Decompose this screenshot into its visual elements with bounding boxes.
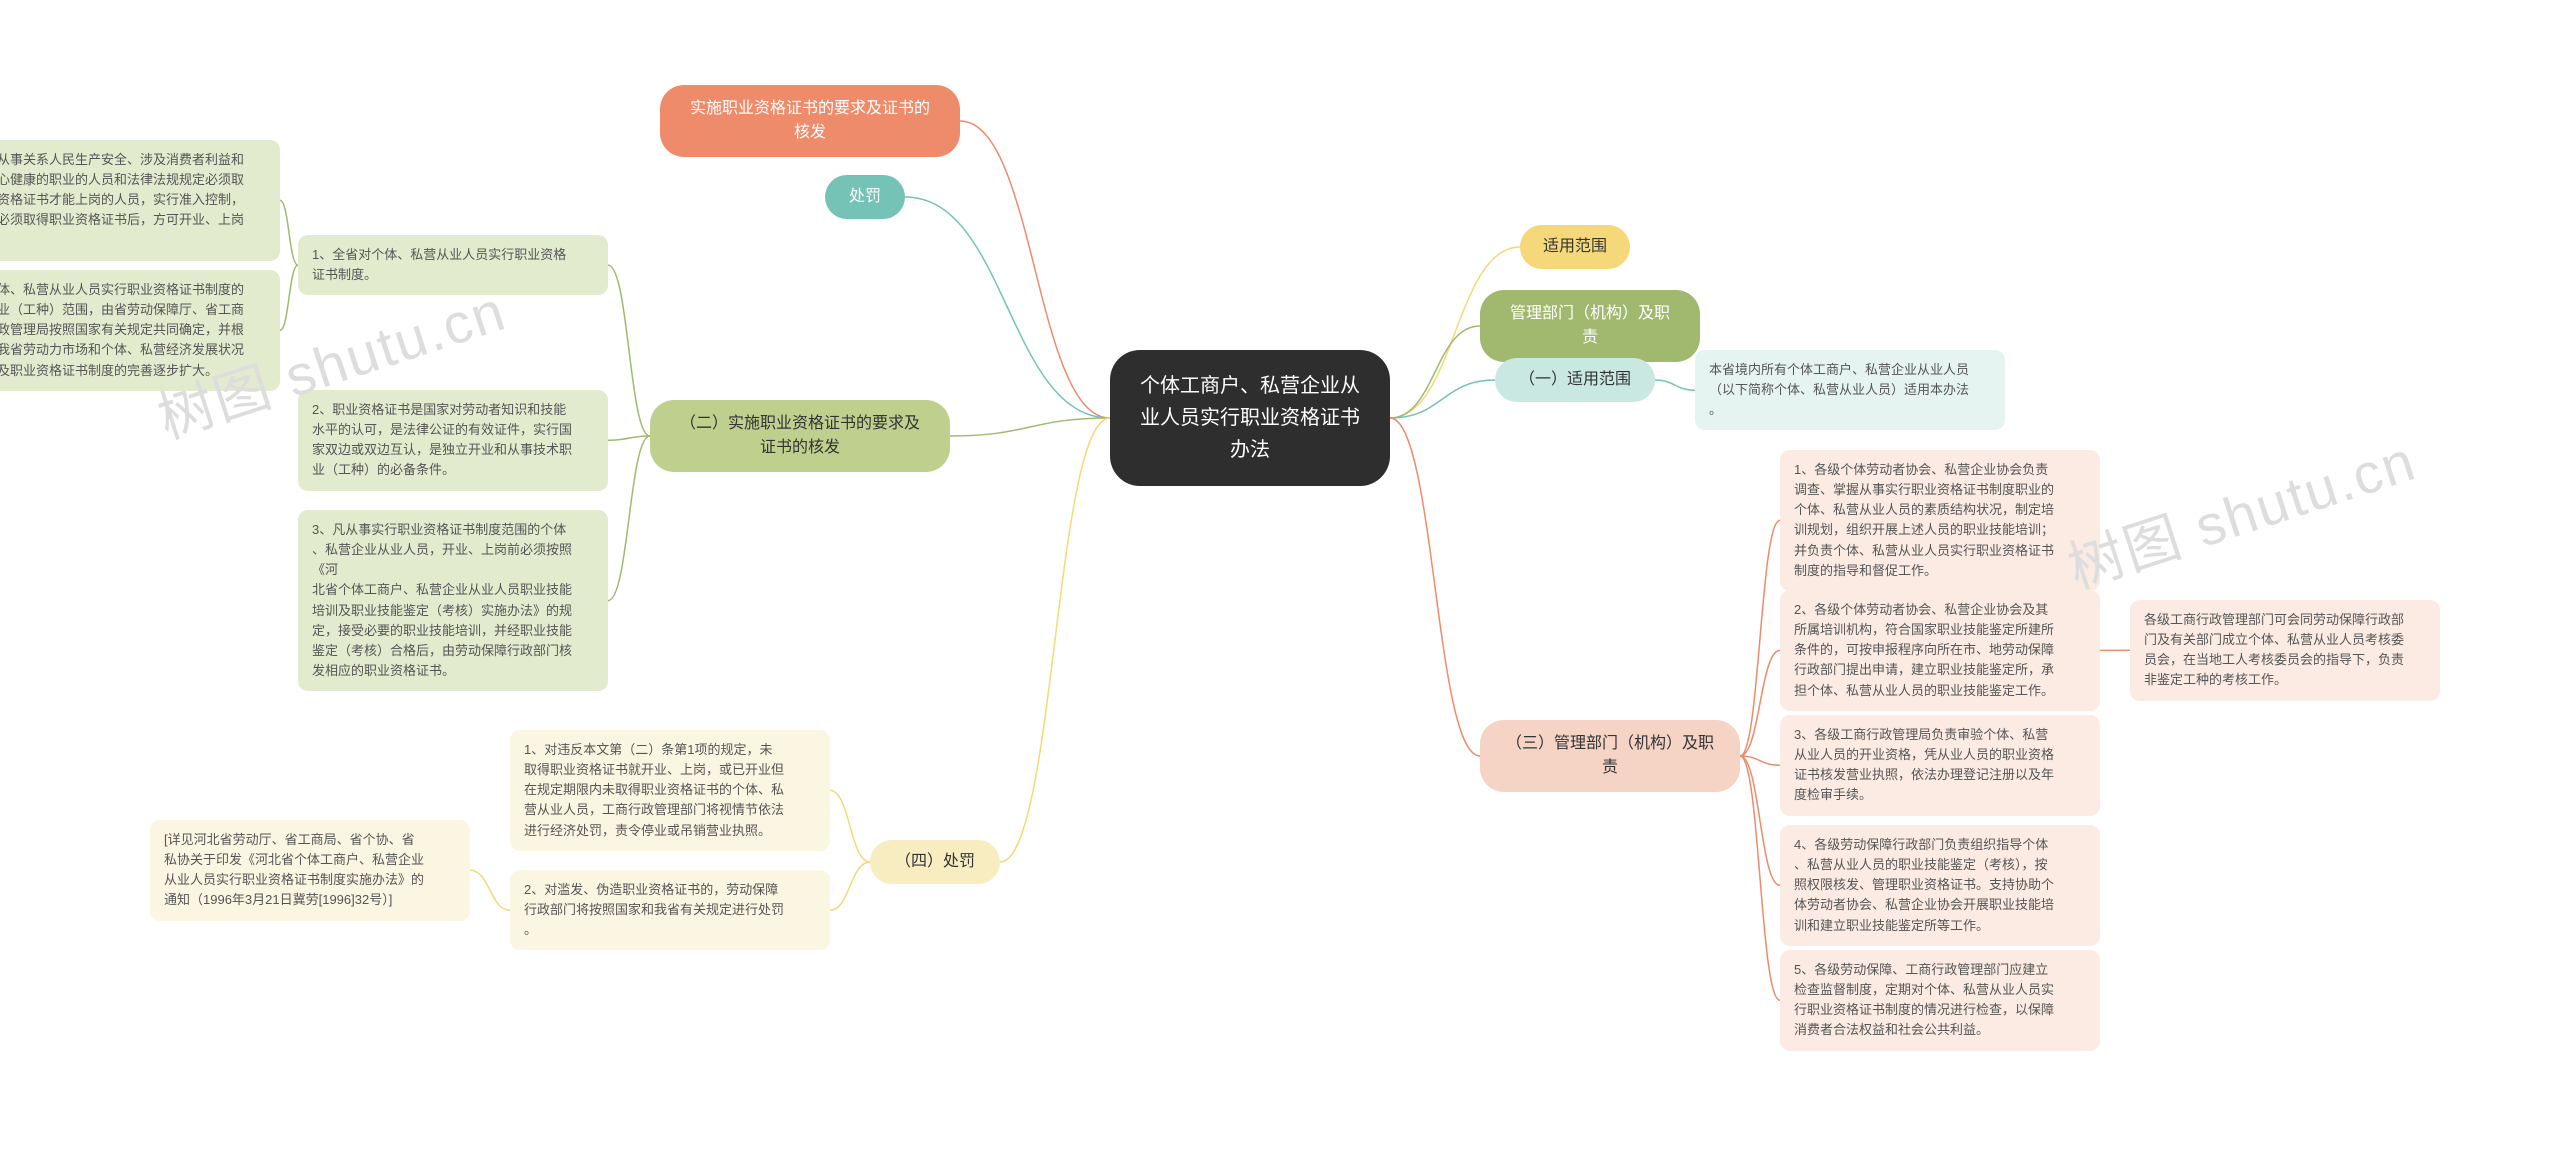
node-text: （四）处罚	[895, 853, 975, 870]
node-text: 适用范围	[1543, 238, 1607, 255]
mindmap-node-n8c: [详见河北省劳动厅、省工商局、省个协、省私协关于印发《河北省个体工商户、私营企业…	[150, 820, 470, 921]
edge	[1740, 756, 1780, 1000]
edge	[1740, 756, 1780, 885]
edge	[608, 436, 650, 601]
mindmap-node-n8: （四）处罚	[870, 840, 1000, 884]
mindmap-node-n7d: 4、各级劳动保障行政部门负责组织指导个体、私营从业人员的职业技能鉴定（考核），按…	[1780, 825, 2100, 946]
node-text: 1、各级个体劳动者协会、私营企业协会负责调查、掌握从事实行职业资格证书制度职业的…	[1794, 462, 2054, 578]
node-text: 3、各级工商行政管理局负责审验个体、私营从业人员的开业资格，凭从业人员的职业资格…	[1794, 727, 2054, 802]
edge	[1390, 380, 1495, 418]
edge	[470, 870, 510, 910]
node-text: 管理部门（机构）及职责	[1510, 305, 1670, 346]
node-text: 本省境内所有个体工商户、私营企业从业人员（以下简称个体、私营从业人员）适用本办法…	[1709, 362, 1969, 417]
edge	[1000, 418, 1110, 862]
node-text: 1、对违反本文第（二）条第1项的规定，未取得职业资格证书就开业、上岗，或已开业但…	[524, 742, 784, 838]
mindmap-node-n2: 处罚	[825, 175, 905, 219]
mindmap-node-n6a: 1、全省对个体、私营从业人员实行职业资格证书制度。	[298, 235, 608, 295]
mindmap-node-n7b1: 各级工商行政管理部门可会同劳动保障行政部门及有关部门成立个体、私营从业人员考核委…	[2130, 600, 2440, 701]
mindmap-node-n8a: 1、对违反本文第（二）条第1项的规定，未取得职业资格证书就开业、上岗，或已开业但…	[510, 730, 830, 851]
node-text: 处罚	[849, 188, 881, 205]
mindmap-node-n8b: 2、对滥发、伪造职业资格证书的，劳动保障行政部门将按照国家和我省有关规定进行处罚…	[510, 870, 830, 950]
edge	[830, 862, 870, 910]
edge	[960, 121, 1110, 418]
node-text: [详见河北省劳动厅、省工商局、省个协、省私协关于印发《河北省个体工商户、私营企业…	[164, 832, 424, 907]
mindmap-node-n6: （二）实施职业资格证书的要求及证书的核发	[650, 400, 950, 472]
mindmap-node-n5a: 本省境内所有个体工商户、私营企业从业人员（以下简称个体、私营从业人员）适用本办法…	[1695, 350, 2005, 430]
node-text: 1、全省对个体、私营从业人员实行职业资格证书制度。	[312, 247, 566, 282]
edge	[608, 265, 650, 436]
mindmap-node-n6b: 2、职业资格证书是国家对劳动者知识和技能水平的认可，是法律公证的有效证件，实行国…	[298, 390, 608, 491]
node-text: 2、职业资格证书是国家对劳动者知识和技能水平的认可，是法律公证的有效证件，实行国…	[312, 402, 572, 477]
node-text: 5、各级劳动保障、工商行政管理部门应建立检查监督制度，定期对个体、私营从业人员实…	[1794, 962, 2054, 1037]
mindmap-node-n5: （一）适用范围	[1495, 358, 1655, 402]
mindmap-node-n3: 适用范围	[1520, 225, 1630, 269]
edge	[1390, 418, 1480, 756]
edge	[1740, 650, 1780, 756]
edge	[280, 265, 298, 330]
mindmap-node-n7e: 5、各级劳动保障、工商行政管理部门应建立检查监督制度，定期对个体、私营从业人员实…	[1780, 950, 2100, 1051]
edge	[950, 418, 1110, 436]
mindmap-node-n6a2: 个体、私营从业人员实行职业资格证书制度的职业（工种）范围，由省劳动保障厅、省工商…	[0, 270, 280, 391]
mindmap-node-n1: 实施职业资格证书的要求及证书的核发	[660, 85, 960, 157]
mindmap-node-n7b: 2、各级个体劳动者协会、私营企业协会及其所属培训机构，符合国家职业技能鉴定所建所…	[1780, 590, 2100, 711]
center-title: 个体工商户、私营企业从业人员实行职业资格证书办法	[1140, 375, 1360, 461]
node-text: 4、各级劳动保障行政部门负责组织指导个体、私营从业人员的职业技能鉴定（考核），按…	[1794, 837, 2054, 933]
watermark: 树图 shutu.cn	[2056, 416, 2425, 605]
node-text: 对从事关系人民生产安全、涉及消费者利益和身心健康的职业的人员和法律法规规定必须取…	[0, 152, 244, 248]
center-node: 个体工商户、私营企业从业人员实行职业资格证书办法	[1110, 350, 1390, 486]
mindmap-node-n7c: 3、各级工商行政管理局负责审验个体、私营从业人员的开业资格，凭从业人员的职业资格…	[1780, 715, 2100, 816]
edge	[608, 436, 650, 440]
node-text: （二）实施职业资格证书的要求及证书的核发	[680, 415, 920, 456]
mindmap-node-n6a1: 对从事关系人民生产安全、涉及消费者利益和身心健康的职业的人员和法律法规规定必须取…	[0, 140, 280, 261]
edge	[1390, 326, 1480, 418]
node-text: 2、对滥发、伪造职业资格证书的，劳动保障行政部门将按照国家和我省有关规定进行处罚…	[524, 882, 784, 937]
edge	[1740, 756, 1780, 765]
edge	[905, 197, 1110, 418]
mindmap-node-n4: 管理部门（机构）及职责	[1480, 290, 1700, 362]
mindmap-node-n6c: 3、凡从事实行职业资格证书制度范围的个体、私营企业从业人员，开业、上岗前必须按照…	[298, 510, 608, 691]
node-text: 各级工商行政管理部门可会同劳动保障行政部门及有关部门成立个体、私营从业人员考核委…	[2144, 612, 2404, 687]
node-text: （三）管理部门（机构）及职责	[1506, 735, 1714, 776]
edge	[830, 790, 870, 862]
node-text: 个体、私营从业人员实行职业资格证书制度的职业（工种）范围，由省劳动保障厅、省工商…	[0, 282, 244, 378]
edge	[280, 200, 298, 265]
edge	[1740, 520, 1780, 756]
node-text: 实施职业资格证书的要求及证书的核发	[690, 100, 930, 141]
node-text: （一）适用范围	[1519, 371, 1631, 388]
node-text: 3、凡从事实行职业资格证书制度范围的个体、私营企业从业人员，开业、上岗前必须按照…	[312, 522, 572, 678]
edge	[1655, 380, 1695, 390]
node-text: 2、各级个体劳动者协会、私营企业协会及其所属培训机构，符合国家职业技能鉴定所建所…	[1794, 602, 2054, 698]
mindmap-node-n7a: 1、各级个体劳动者协会、私营企业协会负责调查、掌握从事实行职业资格证书制度职业的…	[1780, 450, 2100, 591]
mindmap-node-n7: （三）管理部门（机构）及职责	[1480, 720, 1740, 792]
